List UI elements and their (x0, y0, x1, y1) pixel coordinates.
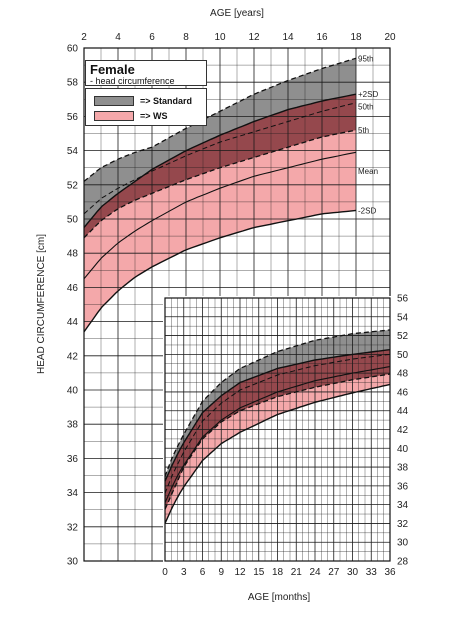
x-tick-label: 4 (115, 32, 121, 43)
y-tick-label: 58 (67, 78, 79, 89)
x-tick-label: 15 (253, 567, 265, 578)
x-tick-label: 21 (291, 567, 303, 578)
y-tick-label: 42 (397, 425, 409, 436)
standard-5th-line (83, 129, 357, 239)
y-tick-label: 40 (397, 444, 409, 455)
y-tick-label: 38 (397, 463, 409, 474)
ws-minus2sd-line (83, 209, 357, 333)
legend-swatch-ws (94, 111, 134, 121)
y-tick-label: 42 (67, 351, 79, 362)
x-tick-label: 2 (81, 32, 87, 43)
legend-title-box: Female - head circumference (85, 60, 207, 86)
curve-label: 50th (358, 103, 374, 112)
x-tick-label: 12 (234, 567, 246, 578)
x-tick-label: 30 (347, 567, 359, 578)
y-tick-label: 48 (397, 369, 409, 380)
y-tick-label: 48 (67, 249, 79, 260)
x-tick-label: 20 (384, 32, 396, 43)
y-tick-label: 54 (67, 146, 79, 157)
x-axis-title-months: AGE [months] (248, 592, 310, 603)
legend: => Standard => WS (85, 88, 207, 126)
y-tick-label: 60 (67, 44, 79, 55)
x-tick-label: 24 (309, 567, 321, 578)
x-tick-label: 6 (200, 567, 206, 578)
curve-label: -2SD (358, 206, 376, 215)
y-tick-label: 50 (397, 350, 409, 361)
y-tick-label: 40 (67, 386, 79, 397)
x-tick-label: 0 (162, 567, 168, 578)
y-tick-label: 30 (397, 538, 409, 549)
y-axis-title: HEAD CIRCUMFERENCE [cm] (36, 234, 47, 374)
y-tick-label: 32 (397, 519, 409, 530)
x-tick-label: 6 (149, 32, 155, 43)
y-tick-label: 50 (67, 215, 79, 226)
y-tick-label: 36 (397, 481, 409, 492)
x-tick-label: 12 (248, 32, 260, 43)
x-axis-title-years: AGE [years] (210, 8, 264, 19)
y-tick-label: 52 (67, 180, 79, 191)
ws-mean-line (83, 151, 357, 280)
y-tick-label: 44 (397, 406, 409, 417)
ws-plus2sd-line (164, 349, 391, 482)
x-tick-label: 10 (214, 32, 226, 43)
x-tick-label: 27 (328, 567, 340, 578)
legend-label-standard: => Standard (140, 96, 193, 106)
legend-item-standard: => Standard (94, 95, 204, 107)
tick-labels: 0 3 6 9 12 15 18 21 24 27 30 33 36283032343638404244… (162, 294, 408, 579)
ws-mean-line (164, 366, 391, 504)
curve-label: Mean (358, 167, 378, 176)
legend-label-ws: => WS (140, 111, 168, 121)
y-tick-label: 56 (67, 112, 79, 123)
x-tick-label: 18 (272, 567, 284, 578)
tick-labels: 2 4 6 8 10 12 14 16 18 20303234363840424446485052… (67, 32, 396, 568)
curve-labels: 95th +2SD 50th 5th Mean -2SD (358, 54, 378, 215)
axis-titles: AGE [years] HEAD CIRCUMFERENCE [cm] AGE … (36, 8, 310, 603)
curve-label: +2SD (358, 90, 378, 99)
ws-plus2sd-line (83, 93, 357, 229)
plot-frame (164, 297, 391, 562)
x-tick-label: 16 (316, 32, 328, 43)
legend-item-ws: => WS (94, 110, 204, 122)
standard-50th-line (83, 102, 357, 215)
standard-95th-line (83, 57, 357, 182)
y-tick-label: 44 (67, 317, 79, 328)
y-tick-label: 34 (397, 500, 409, 511)
y-tick-label: 38 (67, 420, 79, 431)
x-tick-label: 14 (282, 32, 294, 43)
y-tick-label: 46 (397, 387, 409, 398)
y-tick-label: 52 (397, 331, 409, 342)
legend-subtitle: - head circumference (90, 76, 175, 86)
y-tick-label: 56 (397, 294, 409, 305)
standard-5th-line (164, 373, 391, 510)
y-tick-label: 28 (397, 557, 409, 568)
curve-label: 5th (358, 126, 369, 135)
x-tick-label: 33 (366, 567, 378, 578)
y-tick-label: 34 (67, 488, 79, 499)
age-months-chart: 0 3 6 9 12 15 18 21 24 27 30 33 36283032343638404244… (162, 294, 408, 579)
y-tick-label: 36 (67, 454, 79, 465)
y-tick-label: 32 (67, 522, 79, 533)
ws-minus2sd-line (164, 383, 391, 524)
x-tick-label: 36 (384, 567, 396, 578)
legend-title: Female (90, 62, 135, 77)
x-tick-label: 18 (350, 32, 362, 43)
y-tick-label: 54 (397, 312, 409, 323)
x-tick-label: 8 (183, 32, 189, 43)
x-tick-label: 9 (218, 567, 224, 578)
legend-swatch-standard (94, 96, 134, 106)
standard-50th-line (164, 353, 391, 494)
standard-95th-line (164, 329, 391, 477)
y-tick-label: 30 (67, 557, 79, 568)
y-tick-label: 46 (67, 283, 79, 294)
x-tick-label: 3 (181, 567, 187, 578)
curve-label: 95th (358, 54, 374, 63)
